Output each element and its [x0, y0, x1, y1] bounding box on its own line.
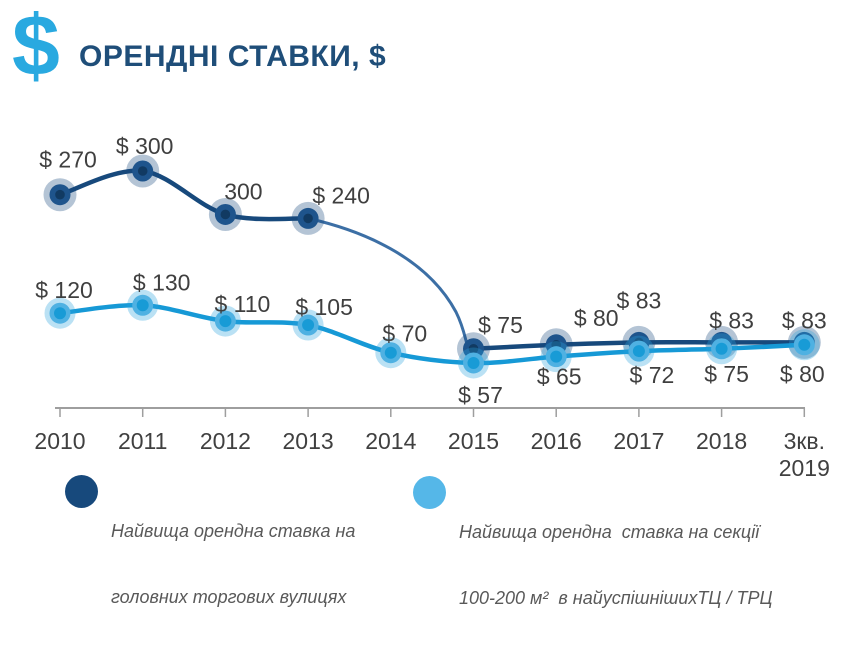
- dollar-icon: $: [12, 0, 60, 94]
- x-axis-label: 2013: [283, 428, 334, 454]
- legend-swatch-dark-circle: [65, 475, 98, 508]
- data-label: $ 110: [214, 291, 270, 317]
- data-label: $ 105: [295, 294, 353, 320]
- data-label: $ 270: [39, 147, 97, 173]
- legend-label-line1: Найвища орендна ставка на: [111, 521, 356, 541]
- legend-label-line1: Найвища орендна ставка на секції: [459, 522, 760, 542]
- x-axis-label: 2018: [696, 428, 747, 454]
- series2-line: [57, 302, 807, 366]
- data-label: $ 130: [133, 269, 191, 295]
- series2-marker-center: [136, 299, 149, 312]
- legend-swatch-light-circle: [413, 476, 446, 509]
- data-label: $ 83: [782, 307, 827, 333]
- legend-label: Найвища орендна ставка на головних торго…: [111, 475, 355, 652]
- series1-marker-center: [220, 209, 231, 220]
- x-axis-label: 2019: [779, 455, 830, 481]
- x-axis-label: 3кв.: [784, 428, 825, 454]
- data-label: $ 120: [35, 277, 93, 303]
- data-label: $ 80: [574, 305, 619, 331]
- data-label: $ 300: [116, 133, 174, 159]
- series1-marker-center: [303, 213, 313, 224]
- data-label: $ 75: [704, 361, 749, 387]
- x-axis-label: 2012: [200, 428, 251, 454]
- legend-item-main-streets: Найвища орендна ставка на головних торго…: [65, 475, 355, 652]
- page-title: ОРЕНДНІ СТАВКИ, $: [79, 40, 387, 73]
- series2-marker-center: [715, 342, 728, 355]
- series2-marker-center: [54, 307, 66, 320]
- series1-marker-center: [55, 189, 65, 200]
- data-label: 300: [224, 178, 262, 204]
- legend-label-line2: 100-200 м² в найуспішнішихТЦ / ТРЦ: [459, 588, 773, 608]
- x-axis-label: 2014: [365, 428, 416, 454]
- x-axis-label: 2011: [118, 428, 167, 454]
- x-axis-label: 2015: [448, 428, 499, 454]
- series2-marker-center: [632, 345, 645, 358]
- legend-label-line2: головних торгових вулицях: [111, 587, 347, 607]
- data-label: $ 72: [630, 362, 675, 388]
- series2-marker-center: [467, 356, 480, 369]
- data-label: $ 57: [458, 382, 503, 408]
- data-label: $ 240: [312, 182, 370, 208]
- data-label: $ 83: [617, 287, 662, 313]
- rental-rates-line-chart: 2010 2011 2012 2013 2014 2015 2016 2017 2018 3кв.…: [34, 133, 830, 481]
- series2-marker-center: [219, 315, 232, 328]
- series2-marker-center: [384, 346, 397, 359]
- series2-marker-center: [302, 319, 315, 332]
- data-label: $ 65: [537, 364, 582, 390]
- series2-marker-center: [550, 350, 563, 363]
- data-label: $ 75: [478, 312, 523, 338]
- legend-label: Найвища орендна ставка на секції 100-200…: [459, 476, 773, 653]
- legend-item-mall-sections: Найвища орендна ставка на секції 100-200…: [413, 476, 773, 653]
- x-axis-label: 2017: [613, 428, 664, 454]
- series1-marker-center: [137, 166, 148, 176]
- x-axis-label: 2016: [531, 428, 582, 454]
- data-label: $ 83: [709, 307, 754, 333]
- data-label: $ 70: [382, 321, 427, 347]
- series1-line-left: [57, 168, 311, 222]
- series2-marker-center: [798, 338, 811, 351]
- series1-marker-center: [468, 343, 479, 354]
- x-axis-label: 2010: [34, 428, 85, 454]
- data-label: $ 80: [780, 361, 825, 387]
